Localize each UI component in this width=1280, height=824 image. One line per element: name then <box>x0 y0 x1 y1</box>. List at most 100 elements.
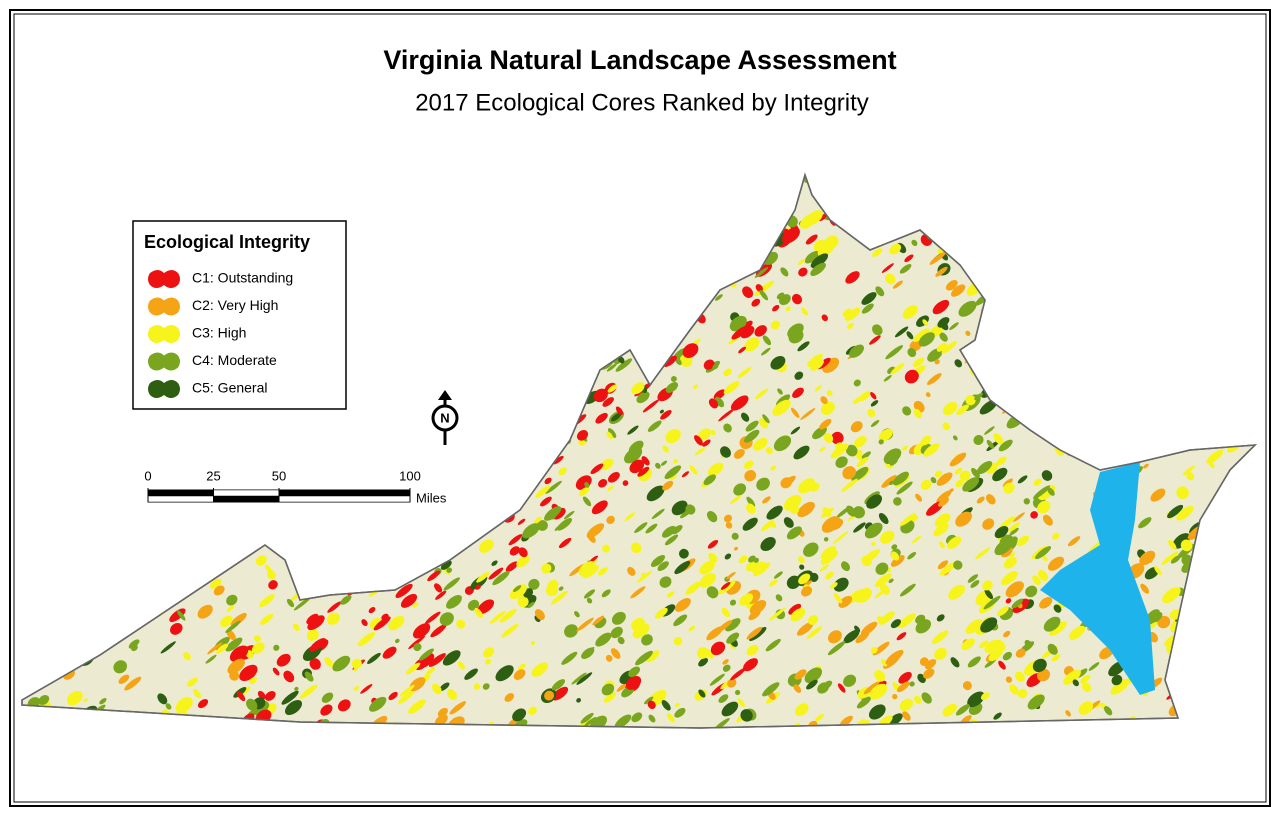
core-patch <box>475 343 482 350</box>
core-patch <box>718 694 729 703</box>
core-patch <box>662 480 674 491</box>
core-patch <box>1238 203 1250 214</box>
core-patch <box>525 175 533 181</box>
core-patch <box>798 267 808 277</box>
core-patch <box>766 505 783 520</box>
core-patch <box>25 287 43 302</box>
core-patch <box>407 180 415 189</box>
core-patch <box>405 210 418 221</box>
core-patch <box>374 235 389 247</box>
core-patch <box>648 714 656 723</box>
core-patch <box>49 442 62 453</box>
core-patch <box>925 392 931 398</box>
core-patch <box>1131 175 1141 182</box>
core-patch <box>979 399 998 415</box>
core-patch <box>1035 546 1052 560</box>
core-patch <box>324 657 334 668</box>
core-patch <box>86 558 100 570</box>
core-patch <box>427 570 441 582</box>
core-patch <box>142 570 153 580</box>
core-patch <box>111 345 124 356</box>
core-patch <box>1200 546 1216 560</box>
core-patch <box>472 313 485 326</box>
core-patch <box>1150 376 1165 388</box>
core-patch <box>1204 670 1216 682</box>
core-patch <box>1126 269 1140 282</box>
core-patch <box>57 230 67 242</box>
core-patch <box>27 262 39 274</box>
core-patch <box>725 618 741 632</box>
core-patch <box>434 714 448 727</box>
core-patch <box>786 575 801 589</box>
core-patch <box>978 227 995 242</box>
core-patch <box>527 437 540 449</box>
core-patch <box>691 184 699 193</box>
core-patch <box>659 409 664 414</box>
core-patch <box>1032 658 1047 673</box>
core-patch <box>804 667 823 684</box>
core-patch <box>255 555 267 566</box>
core-patch <box>600 312 616 325</box>
core-patch <box>674 597 691 612</box>
core-patch <box>904 369 919 384</box>
core-patch <box>33 574 51 589</box>
core-patch <box>1188 386 1197 394</box>
core-patch <box>379 331 392 341</box>
core-patch <box>35 468 42 475</box>
core-patch <box>1200 709 1211 721</box>
core-patch <box>392 382 400 389</box>
core-patch <box>481 184 487 189</box>
core-patch <box>1220 290 1228 299</box>
core-patch <box>462 182 476 195</box>
core-patch <box>967 574 979 583</box>
core-patch <box>442 175 455 177</box>
core-patch <box>1111 674 1123 686</box>
core-patch <box>790 426 801 435</box>
core-patch <box>1053 425 1067 438</box>
core-patch <box>83 187 96 197</box>
core-patch <box>812 426 827 440</box>
core-patch <box>661 525 676 538</box>
core-patch <box>525 273 541 286</box>
core-patch <box>930 477 937 484</box>
core-patch <box>870 420 880 427</box>
core-patch <box>427 553 439 563</box>
core-patch <box>552 686 569 701</box>
core-patch <box>368 607 376 614</box>
core-patch <box>518 222 537 237</box>
core-patch <box>484 342 493 349</box>
core-patch <box>272 667 280 676</box>
core-patch <box>749 626 767 642</box>
core-patch <box>1078 262 1089 274</box>
core-patch <box>1015 671 1025 683</box>
core-patch <box>451 228 465 240</box>
core-patch <box>28 252 43 266</box>
core-patch <box>899 263 912 274</box>
core-patch <box>574 611 580 618</box>
core-patch <box>89 543 99 552</box>
core-patch <box>197 200 212 213</box>
core-patch <box>1096 284 1108 294</box>
core-patch <box>451 459 460 467</box>
core-patch <box>910 175 926 178</box>
core-patch <box>1034 396 1046 406</box>
core-patch <box>293 510 305 520</box>
core-patch <box>175 432 191 446</box>
core-patch <box>467 183 478 194</box>
core-patch <box>947 536 962 549</box>
core-patch <box>681 471 690 478</box>
core-patch <box>602 544 610 553</box>
core-patch <box>419 284 435 299</box>
core-patch <box>745 420 759 432</box>
core-patch <box>369 696 387 712</box>
core-patch <box>820 396 828 405</box>
core-patch <box>982 518 995 530</box>
core-patch <box>205 453 215 464</box>
core-patch <box>1221 625 1227 631</box>
core-patch <box>1183 598 1197 612</box>
core-patch <box>483 454 492 464</box>
core-patch <box>1201 654 1215 666</box>
core-patch <box>617 234 634 248</box>
core-patch <box>32 649 50 664</box>
core-patch <box>168 435 179 446</box>
